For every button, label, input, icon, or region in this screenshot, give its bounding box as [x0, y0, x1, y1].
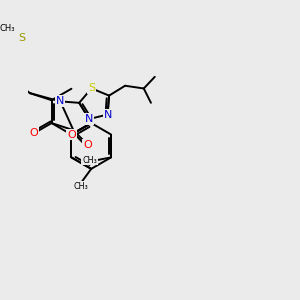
Text: N: N [56, 96, 64, 106]
Text: CH₃: CH₃ [0, 25, 14, 34]
Text: S: S [88, 83, 95, 93]
Text: S: S [18, 33, 25, 43]
Text: CH₃: CH₃ [82, 156, 97, 165]
Text: O: O [83, 140, 92, 150]
Text: O: O [67, 130, 76, 140]
Text: O: O [30, 128, 38, 138]
Text: N: N [103, 110, 112, 119]
Text: CH₃: CH₃ [74, 182, 88, 191]
Text: N: N [85, 114, 93, 124]
